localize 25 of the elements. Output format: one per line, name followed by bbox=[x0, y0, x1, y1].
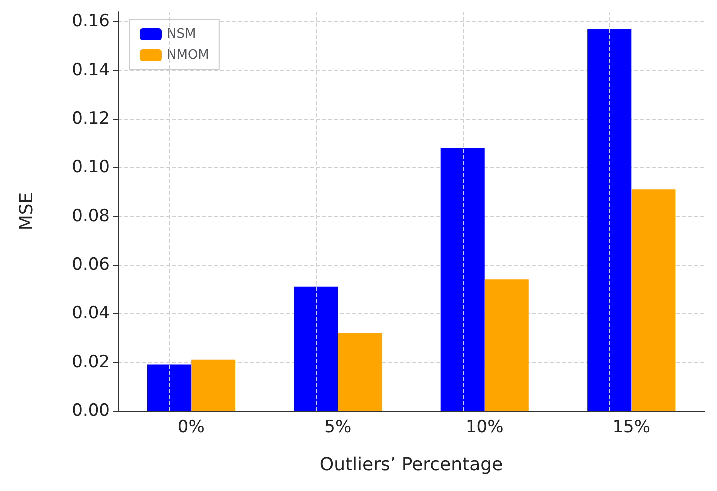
y-tick-label: 0.06 bbox=[72, 255, 110, 276]
y-tick-label: 0.16 bbox=[72, 12, 110, 32]
x-tick-label: 10% bbox=[466, 418, 504, 438]
legend-label: NMOM bbox=[167, 48, 210, 63]
y-tick-label: 0.00 bbox=[72, 401, 110, 421]
y-tick-label: 0.02 bbox=[72, 352, 110, 372]
x-tick-label: 15% bbox=[612, 418, 651, 438]
x-axis-title: Outliers’ Percentage bbox=[320, 454, 504, 476]
legend-label: NSM bbox=[167, 27, 196, 42]
bar bbox=[484, 280, 529, 411]
bar bbox=[440, 148, 485, 411]
bar bbox=[338, 333, 382, 411]
y-tick-label: 0.14 bbox=[72, 60, 110, 80]
bar bbox=[632, 190, 676, 411]
y-tick-label: 0.04 bbox=[72, 304, 110, 324]
bar bbox=[588, 29, 632, 411]
bar bbox=[191, 360, 236, 411]
y-tick-label: 0.08 bbox=[72, 206, 110, 226]
y-tick-label: 0.12 bbox=[72, 109, 110, 130]
bar bbox=[294, 286, 338, 411]
y-tick-label: 0.10 bbox=[72, 158, 110, 178]
x-tick-label: 0% bbox=[178, 418, 205, 438]
y-axis-title: MSE bbox=[16, 192, 38, 231]
x-tick-label: 5% bbox=[324, 418, 352, 438]
bar bbox=[147, 364, 192, 411]
